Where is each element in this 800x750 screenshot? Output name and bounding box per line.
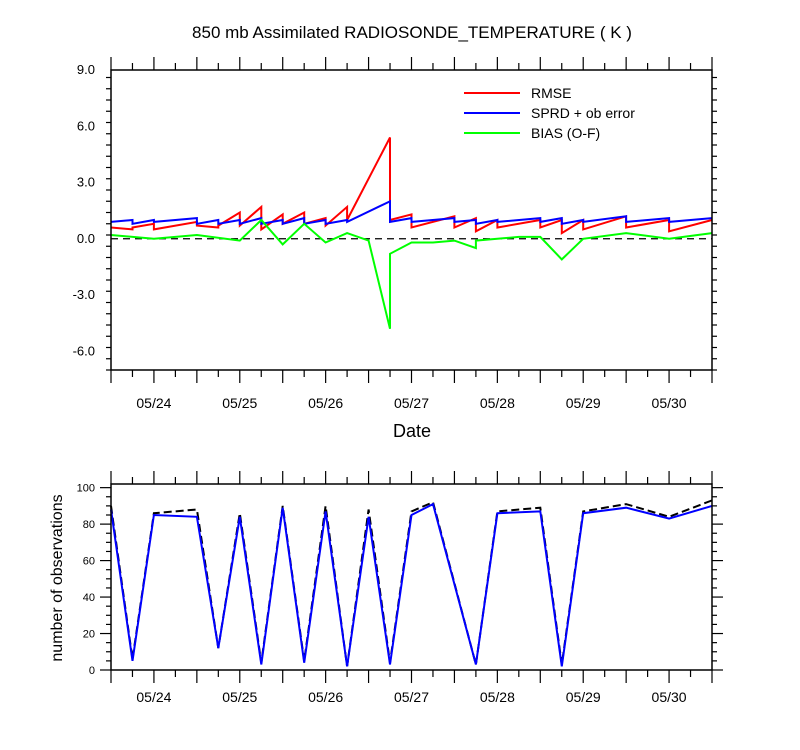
x-tick-label: 05/25	[222, 689, 257, 705]
x-tick-label: 05/24	[136, 395, 171, 411]
series-line-rmse	[110, 137, 713, 235]
top-plot-area: -6.0 -3.0 0.0 3.0 6.0 9.0 05/24 05/25 05/26 05/27…	[73, 57, 717, 411]
x-axis-label: Date	[393, 421, 431, 441]
series-line-sprd-ob-error	[110, 199, 713, 226]
bottom-plot-area: 0 20 40 60 80 100 05/24 05/25 05/26 05/27 05/28 05/…	[77, 471, 723, 705]
y-tick-label: 6.0	[77, 118, 95, 133]
y-tick-label: 0.0	[77, 231, 95, 246]
chart-title: 850 mb Assimilated RADIOSONDE_TEMPERATUR…	[192, 23, 632, 42]
y-tick-label: 0	[89, 665, 95, 677]
series-line-observations-assimilated	[110, 502, 713, 667]
x-tick-label: 05/26	[308, 395, 343, 411]
y-tick-label: 3.0	[77, 175, 95, 190]
x-tick-label: 05/30	[652, 689, 687, 705]
legend-label-rmse: RMSE	[531, 85, 571, 101]
top-panel: 850 mb Assimilated RADIOSONDE_TEMPERATUR…	[73, 23, 717, 441]
y-tick-label: -3.0	[73, 287, 95, 302]
x-tick-label: 05/29	[566, 395, 601, 411]
y-axis-label: number of observations	[49, 494, 66, 661]
x-tick-label: 05/28	[480, 395, 515, 411]
x-tick-label: 05/26	[308, 689, 343, 705]
legend: RMSE SPRD + ob error BIAS (O-F)	[464, 85, 635, 141]
y-tick-label: 40	[83, 592, 95, 604]
legend-label-sprd-ob-error: SPRD + ob error	[531, 105, 635, 121]
legend-label-bias-o-f: BIAS (O-F)	[531, 125, 600, 141]
y-tick-label: 20	[83, 629, 95, 641]
x-tick-label: 05/25	[222, 395, 257, 411]
series-line-bias-o-f	[110, 218, 713, 330]
x-tick-label: 05/27	[394, 395, 429, 411]
y-tick-label: -6.0	[73, 343, 95, 358]
x-tick-label: 05/28	[480, 689, 515, 705]
y-tick-label: 60	[83, 556, 95, 568]
y-tick-label: 80	[83, 519, 95, 531]
y-tick-label: 100	[77, 483, 95, 495]
x-tick-label: 05/27	[394, 689, 429, 705]
series-line-observations-possible	[110, 499, 713, 667]
y-tick-label: 9.0	[77, 62, 95, 77]
x-tick-label: 05/30	[652, 395, 687, 411]
x-tick-label: 05/29	[566, 689, 601, 705]
plot-frame	[110, 483, 713, 671]
bottom-panel: 0 20 40 60 80 100 05/24 05/25 05/26 05/27 05/28 05/…	[49, 471, 723, 705]
x-tick-label: 05/24	[136, 689, 171, 705]
